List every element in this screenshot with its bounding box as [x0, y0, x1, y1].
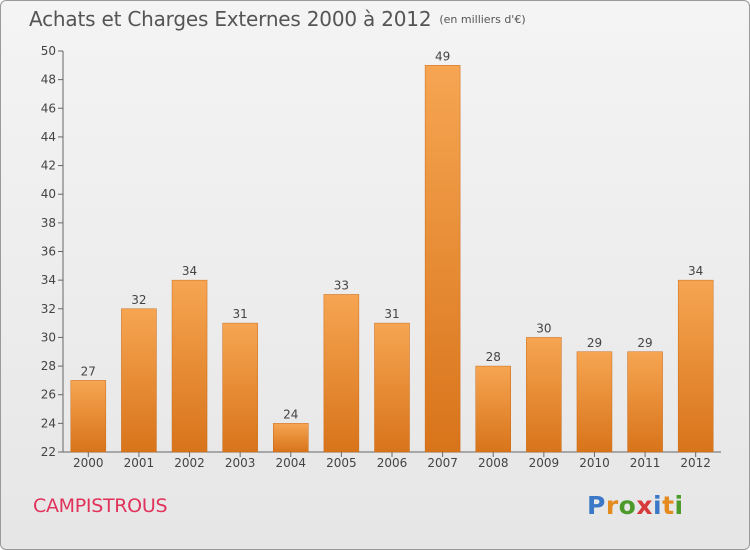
data-label: 29	[587, 336, 602, 350]
x-tick-label: 2008	[478, 456, 509, 470]
y-tick-label: 30	[41, 330, 56, 344]
x-tick-label: 2007	[427, 456, 458, 470]
y-tick-label: 26	[41, 388, 56, 402]
x-tick-label: 2000	[73, 456, 104, 470]
y-tick-label: 50	[41, 44, 56, 58]
bar-2000	[70, 380, 107, 453]
data-label: 27	[81, 364, 96, 378]
bar-2007	[424, 65, 461, 453]
data-label: 24	[283, 407, 298, 421]
unit-note: (en milliers d'€)	[439, 13, 526, 26]
x-tick-label: 2010	[579, 456, 610, 470]
x-tick-label: 2006	[377, 456, 408, 470]
data-labels: 27 32 34 31 24 33 31 49 28 30 29 29 34	[81, 49, 704, 421]
bar-2010	[576, 351, 613, 453]
bar-2003	[222, 322, 258, 453]
y-tick-label: 48	[41, 73, 56, 87]
bar-2006	[374, 322, 410, 453]
bar-2004	[273, 423, 309, 453]
bar-2002	[171, 279, 208, 453]
data-label: 29	[637, 336, 652, 350]
axes: 22 24 26 28 30 32 34 36 38 40 42 44 46 48 50 2000 2001 20…	[41, 44, 721, 470]
data-label: 32	[131, 293, 146, 307]
bar-2005	[323, 294, 360, 453]
y-tick-label: 22	[41, 445, 56, 459]
y-tick-label: 28	[41, 359, 56, 373]
y-tick-label: 24	[41, 416, 56, 430]
bar-2009	[526, 337, 562, 453]
data-label: 49	[435, 49, 450, 63]
data-label: 31	[384, 307, 399, 321]
y-tick-label: 32	[41, 302, 56, 316]
x-tick-label: 2001	[124, 456, 155, 470]
bar-2011	[627, 351, 663, 453]
x-tick-label: 2012	[680, 456, 711, 470]
x-tick-label: 2005	[326, 456, 357, 470]
y-tick-label: 40	[41, 187, 56, 201]
y-tick-label: 34	[41, 273, 56, 287]
location-name: CAMPISTROUS	[33, 495, 168, 517]
data-label: 33	[334, 278, 349, 292]
y-tick-label: 36	[41, 245, 56, 259]
proxiti-logo[interactable]: Proxiti	[587, 491, 684, 520]
data-label: 34	[688, 264, 703, 278]
data-label: 30	[536, 321, 551, 335]
x-tick-label: 2009	[529, 456, 560, 470]
bar-2008	[475, 365, 511, 453]
chart-title-text: Achats et Charges Externes 2000 à 2012	[29, 7, 432, 31]
chart-title: Achats et Charges Externes 2000 à 2012 (e…	[29, 7, 526, 31]
y-tick-label: 44	[41, 130, 56, 144]
x-tick-label: 2004	[275, 456, 306, 470]
data-label: 28	[486, 350, 501, 364]
y-tick-label: 38	[41, 216, 56, 230]
data-label: 34	[182, 264, 197, 278]
x-tick-label: 2002	[174, 456, 205, 470]
x-tick-label: 2003	[225, 456, 256, 470]
data-label: 31	[233, 307, 248, 321]
bars	[70, 65, 714, 453]
x-tick-label: 2011	[630, 456, 661, 470]
bar-2012	[677, 279, 714, 453]
bar-2001	[121, 308, 157, 453]
y-tick-label: 42	[41, 159, 56, 173]
y-tick-label: 46	[41, 101, 56, 115]
